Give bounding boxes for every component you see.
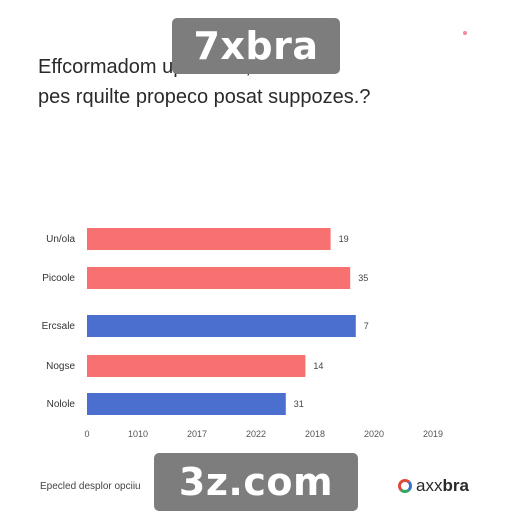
value-label: 31 [294, 399, 304, 409]
bar [87, 228, 331, 250]
logo-text: axxbra [416, 476, 469, 496]
category-label: Nolole [47, 399, 76, 410]
category-label: Ercsale [42, 321, 76, 332]
value-label: 35 [358, 273, 368, 283]
chart-title-line-2: pes rquilte propeco posat suppozes.? [38, 86, 371, 108]
x-tick-label: 2022 [246, 429, 266, 439]
x-tick-label: 0 [84, 429, 89, 439]
x-tick-label: 1010 [128, 429, 148, 439]
bar [87, 355, 306, 377]
x-tick-label: 2019 [423, 429, 443, 439]
brand-logo: axxbra [398, 475, 469, 497]
watermark-bottom: 3z.com [154, 453, 358, 511]
x-tick-label: 2020 [364, 429, 384, 439]
category-label: Picoole [42, 273, 75, 284]
x-tick-label: 2017 [187, 429, 207, 439]
footer-note: Epecled desplor opciiu [40, 481, 141, 492]
decorative-dot [463, 31, 467, 35]
watermark-top: 7xbra [172, 18, 340, 74]
category-label: Un/ola [46, 234, 75, 245]
logo-icon [398, 479, 412, 493]
category-label: Nogse [46, 361, 75, 372]
value-label: 14 [313, 361, 323, 371]
x-tick-label: 2018 [305, 429, 325, 439]
bar [87, 393, 286, 415]
logo-text-suffix: bra [442, 476, 469, 495]
logo-text-prefix: axx [416, 476, 443, 495]
value-label: 7 [364, 321, 369, 331]
value-label: 19 [339, 234, 349, 244]
bar [87, 267, 351, 289]
bar [87, 315, 356, 337]
